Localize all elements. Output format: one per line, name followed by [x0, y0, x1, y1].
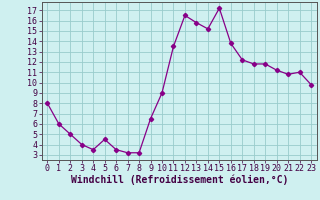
X-axis label: Windchill (Refroidissement éolien,°C): Windchill (Refroidissement éolien,°C) — [70, 175, 288, 185]
